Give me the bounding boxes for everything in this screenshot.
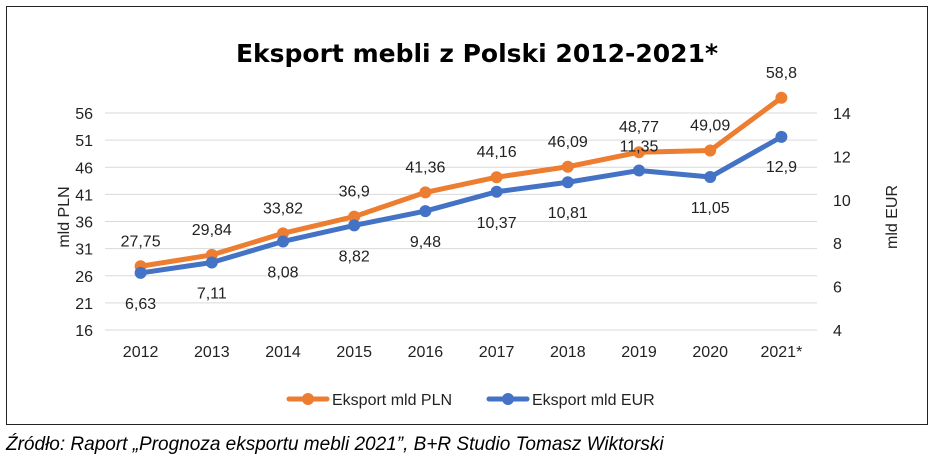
chart-svg: Eksport mebli z Polski 2012-2021* mld PL…: [56, 39, 901, 409]
y-tick-label-left: 51: [75, 133, 93, 150]
legend-swatch-marker: [302, 393, 314, 405]
x-tick-label: 2014: [265, 344, 301, 361]
x-tick-label: 2013: [194, 344, 230, 361]
chart-title: Eksport mebli z Polski 2012-2021*: [236, 39, 718, 68]
x-tick-label: 2021*: [760, 344, 802, 361]
x-tick-label: 2016: [408, 344, 444, 361]
data-point: [277, 235, 289, 248]
y-tick-label-right: 8: [833, 236, 842, 253]
data-point: [419, 186, 432, 199]
y-tick-label-left: 21: [75, 296, 93, 313]
data-label: 36,9: [339, 184, 370, 201]
x-tick-label: 2015: [336, 344, 372, 361]
series-line: [138, 134, 784, 276]
data-point: [775, 130, 788, 143]
y-tick-label-left: 16: [75, 323, 93, 340]
y-tick-label-right: 6: [833, 280, 842, 297]
y-tick-label-right: 12: [833, 149, 851, 166]
gridlines: [105, 112, 817, 331]
y-axis-title-right: mld EUR: [884, 185, 901, 249]
data-point: [348, 219, 361, 232]
x-tick-label: 2012: [123, 344, 159, 361]
data-label: 58,8: [766, 65, 797, 82]
y-tick-label-left: 41: [75, 187, 93, 204]
data-point: [561, 160, 574, 173]
data-point: [490, 185, 503, 198]
data-point: [561, 176, 574, 189]
data-label: 8,82: [339, 248, 370, 265]
series-line: [138, 95, 784, 269]
series-lines: [134, 91, 788, 279]
data-point: [633, 146, 645, 159]
data-point: [419, 205, 432, 218]
data-label: 27,75: [121, 233, 161, 250]
y-tick-label-right: 4: [833, 323, 842, 340]
legend: Eksport mld PLN Eksport mld EUR: [286, 392, 655, 409]
data-label: 44,16: [477, 144, 517, 161]
data-label: 46,09: [548, 134, 588, 151]
legend-swatch-marker: [502, 393, 514, 405]
data-label: 7,11: [197, 286, 227, 303]
data-point: [490, 171, 503, 184]
x-tick-label: 2017: [479, 344, 515, 361]
y-tick-label-left: 36: [75, 215, 93, 232]
data-label: 9,48: [410, 234, 441, 251]
data-label: 12,9: [766, 159, 797, 176]
y-tick-label-left: 26: [75, 269, 93, 286]
y-tick-label-right: 14: [833, 106, 851, 123]
data-point: [775, 91, 788, 104]
data-point: [633, 164, 645, 177]
data-label: 41,36: [405, 159, 445, 176]
data-point: [348, 210, 361, 223]
data-label: 33,82: [263, 200, 303, 217]
data-label: 6,63: [125, 296, 156, 313]
chart-frame: Eksport mebli z Polski 2012-2021* mld PL…: [6, 6, 928, 425]
y-tick-label-left: 56: [75, 106, 93, 123]
data-label: 48,77: [619, 119, 659, 136]
source-note: Źródło: Raport „Prognoza eksportu mebli …: [6, 434, 664, 455]
x-tick-label: 2020: [692, 344, 728, 361]
legend-label: Eksport mld PLN: [332, 392, 452, 409]
y-tick-label-right: 10: [833, 193, 851, 210]
y-tick-label-left: 46: [75, 160, 93, 177]
y-tick-label-left: 31: [75, 242, 93, 259]
data-label: 11,05: [691, 200, 730, 217]
data-labels: 27,75 29,84 33,82 36,9 41,36 44,16 46,09 48,77 4…: [121, 65, 797, 313]
x-tick-label: 2018: [550, 344, 586, 361]
data-label: 8,08: [267, 264, 298, 281]
data-point: [704, 171, 717, 184]
data-label: 10,37: [477, 215, 517, 232]
legend-label: Eksport mld EUR: [532, 392, 655, 409]
data-label: 29,84: [192, 222, 232, 239]
data-point: [205, 256, 218, 269]
data-label: 10,81: [548, 205, 588, 222]
data-label: 11,35: [620, 139, 659, 156]
data-label: 49,09: [690, 117, 730, 134]
data-point: [704, 144, 717, 157]
y-axis-title-left: mld PLN: [56, 186, 73, 247]
data-point: [134, 266, 147, 279]
x-tick-label: 2019: [621, 344, 657, 361]
